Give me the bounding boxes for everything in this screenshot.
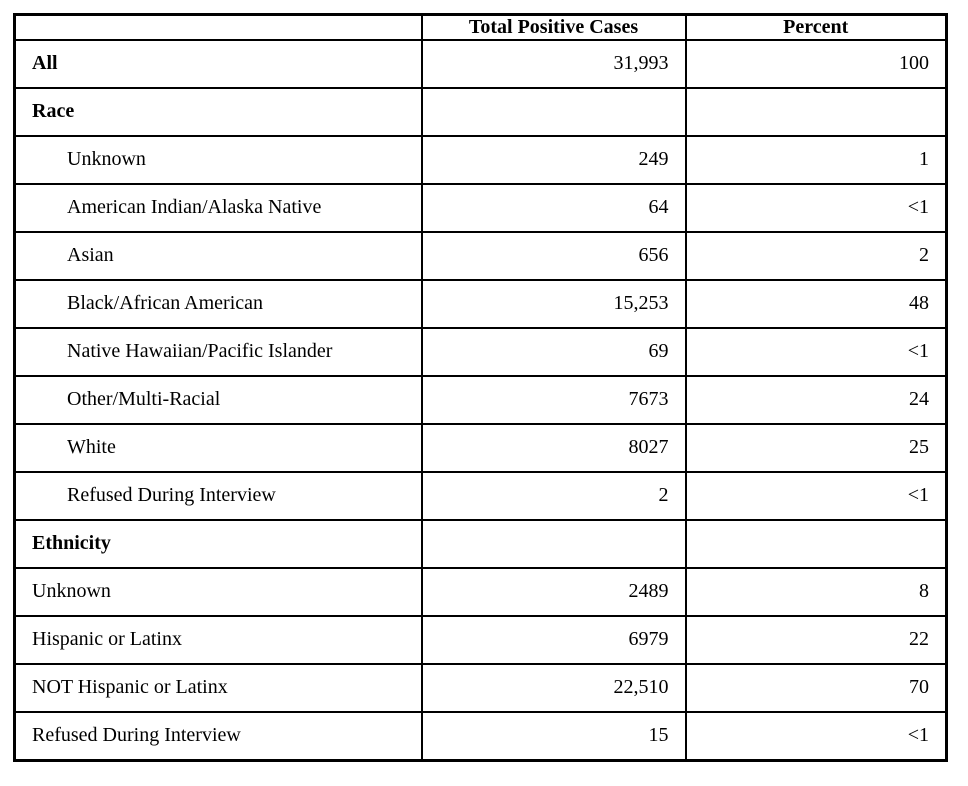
table-row: White 8027 25 (13, 422, 948, 473)
row-label: White (13, 422, 423, 473)
header-cell-total-positive-cases: Total Positive Cases (420, 13, 687, 41)
row-percent: <1 (684, 182, 948, 233)
row-total-positive-cases: 15,253 (420, 278, 687, 329)
table-row: Asian 656 2 (13, 230, 948, 281)
table-row: Refused During Interview 15 <1 (13, 710, 948, 762)
row-total-positive-cases: 249 (420, 134, 687, 185)
row-total-positive-cases: 15 (420, 710, 687, 762)
table-row: Ethnicity (13, 518, 948, 569)
table-row: American Indian/Alaska Native 64 <1 (13, 182, 948, 233)
row-total-positive-cases (420, 86, 687, 137)
row-total-positive-cases (420, 518, 687, 569)
table-row: Unknown 2489 8 (13, 566, 948, 617)
row-percent: 24 (684, 374, 948, 425)
row-total-positive-cases: 2 (420, 470, 687, 521)
row-label: All (13, 39, 423, 89)
row-total-positive-cases: 7673 (420, 374, 687, 425)
table-row: Race (13, 86, 948, 137)
table-row: All 31,993 100 (13, 39, 948, 89)
row-label: Hispanic or Latinx (13, 614, 423, 665)
row-total-positive-cases: 2489 (420, 566, 687, 617)
row-percent: <1 (684, 326, 948, 377)
row-total-positive-cases: 64 (420, 182, 687, 233)
header-cell-category (13, 13, 423, 41)
row-percent: 1 (684, 134, 948, 185)
row-label: Refused During Interview (13, 470, 423, 521)
row-label: Unknown (13, 566, 423, 617)
row-label: Native Hawaiian/Pacific Islander (13, 326, 423, 377)
row-label: Ethnicity (13, 518, 423, 569)
table-row: Hispanic or Latinx 6979 22 (13, 614, 948, 665)
row-label: Unknown (13, 134, 423, 185)
race-ethnicity-cases-table: Total Positive Cases Percent All 31,993 10… (13, 13, 948, 762)
row-percent (684, 518, 948, 569)
row-total-positive-cases: 22,510 (420, 662, 687, 713)
row-label: Refused During Interview (13, 710, 423, 762)
row-total-positive-cases: 8027 (420, 422, 687, 473)
row-label: Race (13, 86, 423, 137)
row-percent: 25 (684, 422, 948, 473)
table-row: NOT Hispanic or Latinx 22,510 70 (13, 662, 948, 713)
row-total-positive-cases: 656 (420, 230, 687, 281)
table-row: Other/Multi-Racial 7673 24 (13, 374, 948, 425)
table-row: Unknown 249 1 (13, 134, 948, 185)
row-percent: 100 (684, 39, 948, 89)
row-percent: 48 (684, 278, 948, 329)
table-body: All 31,993 100 Race Unknown 249 1 American Indi… (13, 39, 948, 762)
table-row: Black/African American 15,253 48 (13, 278, 948, 329)
row-percent: 22 (684, 614, 948, 665)
row-percent (684, 86, 948, 137)
row-total-positive-cases: 31,993 (420, 39, 687, 89)
table-header: Total Positive Cases Percent (13, 13, 948, 41)
row-label: Asian (13, 230, 423, 281)
header-cell-percent: Percent (684, 13, 948, 41)
row-total-positive-cases: 6979 (420, 614, 687, 665)
table-row: Native Hawaiian/Pacific Islander 69 <1 (13, 326, 948, 377)
row-label: American Indian/Alaska Native (13, 182, 423, 233)
row-label: NOT Hispanic or Latinx (13, 662, 423, 713)
row-percent: 2 (684, 230, 948, 281)
header-row: Total Positive Cases Percent (13, 13, 948, 41)
table-row: Refused During Interview 2 <1 (13, 470, 948, 521)
row-label: Black/African American (13, 278, 423, 329)
row-label: Other/Multi-Racial (13, 374, 423, 425)
row-percent: 70 (684, 662, 948, 713)
row-percent: <1 (684, 470, 948, 521)
row-total-positive-cases: 69 (420, 326, 687, 377)
row-percent: 8 (684, 566, 948, 617)
row-percent: <1 (684, 710, 948, 762)
